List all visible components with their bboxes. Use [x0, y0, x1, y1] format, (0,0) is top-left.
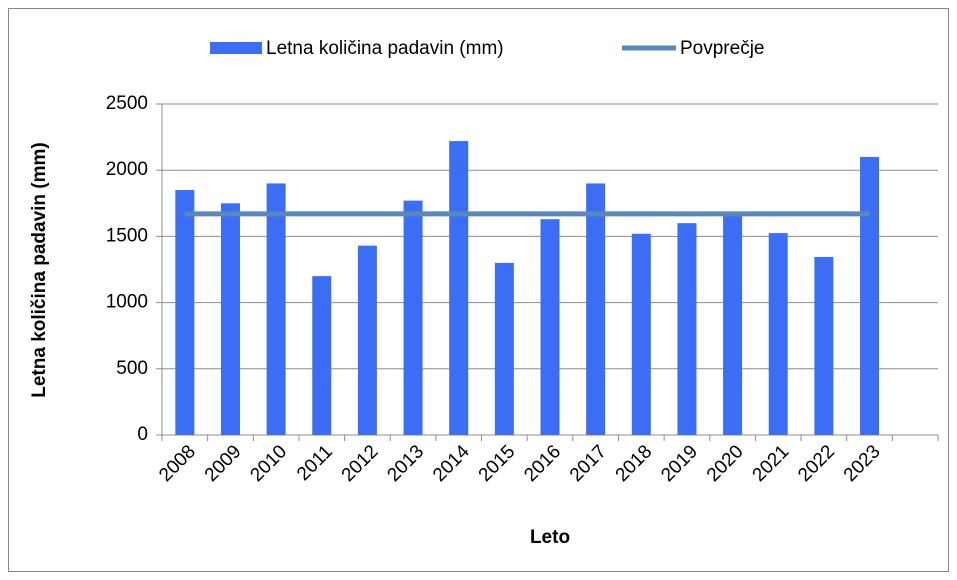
legend-swatch [210, 42, 262, 54]
bar [677, 223, 697, 435]
bar [586, 183, 606, 435]
y-tick-label: 500 [116, 358, 148, 379]
legend-label: Povprečje [680, 38, 765, 59]
y-tick-label: 1500 [106, 225, 148, 246]
bar [814, 256, 834, 435]
bar [220, 203, 240, 435]
bar [540, 219, 560, 435]
y-tick-label: 0 [137, 424, 148, 445]
bar [312, 276, 332, 435]
bar [449, 141, 469, 435]
bar [723, 212, 743, 435]
chart-border [8, 8, 949, 572]
y-tick-label: 2500 [106, 93, 148, 114]
legend-label: Letna količina padavin (mm) [266, 38, 504, 59]
bar [175, 190, 195, 435]
bar [357, 245, 377, 435]
bar [403, 200, 423, 435]
bar [494, 262, 514, 435]
x-axis-title: Leto [530, 527, 570, 548]
bar [768, 233, 788, 435]
bar [860, 156, 880, 435]
bar [266, 183, 286, 435]
bar [631, 233, 651, 435]
y-axis-title: Letna količina padavin (mm) [29, 142, 50, 398]
y-tick-label: 1000 [106, 292, 148, 313]
y-tick-label: 2000 [106, 159, 148, 180]
